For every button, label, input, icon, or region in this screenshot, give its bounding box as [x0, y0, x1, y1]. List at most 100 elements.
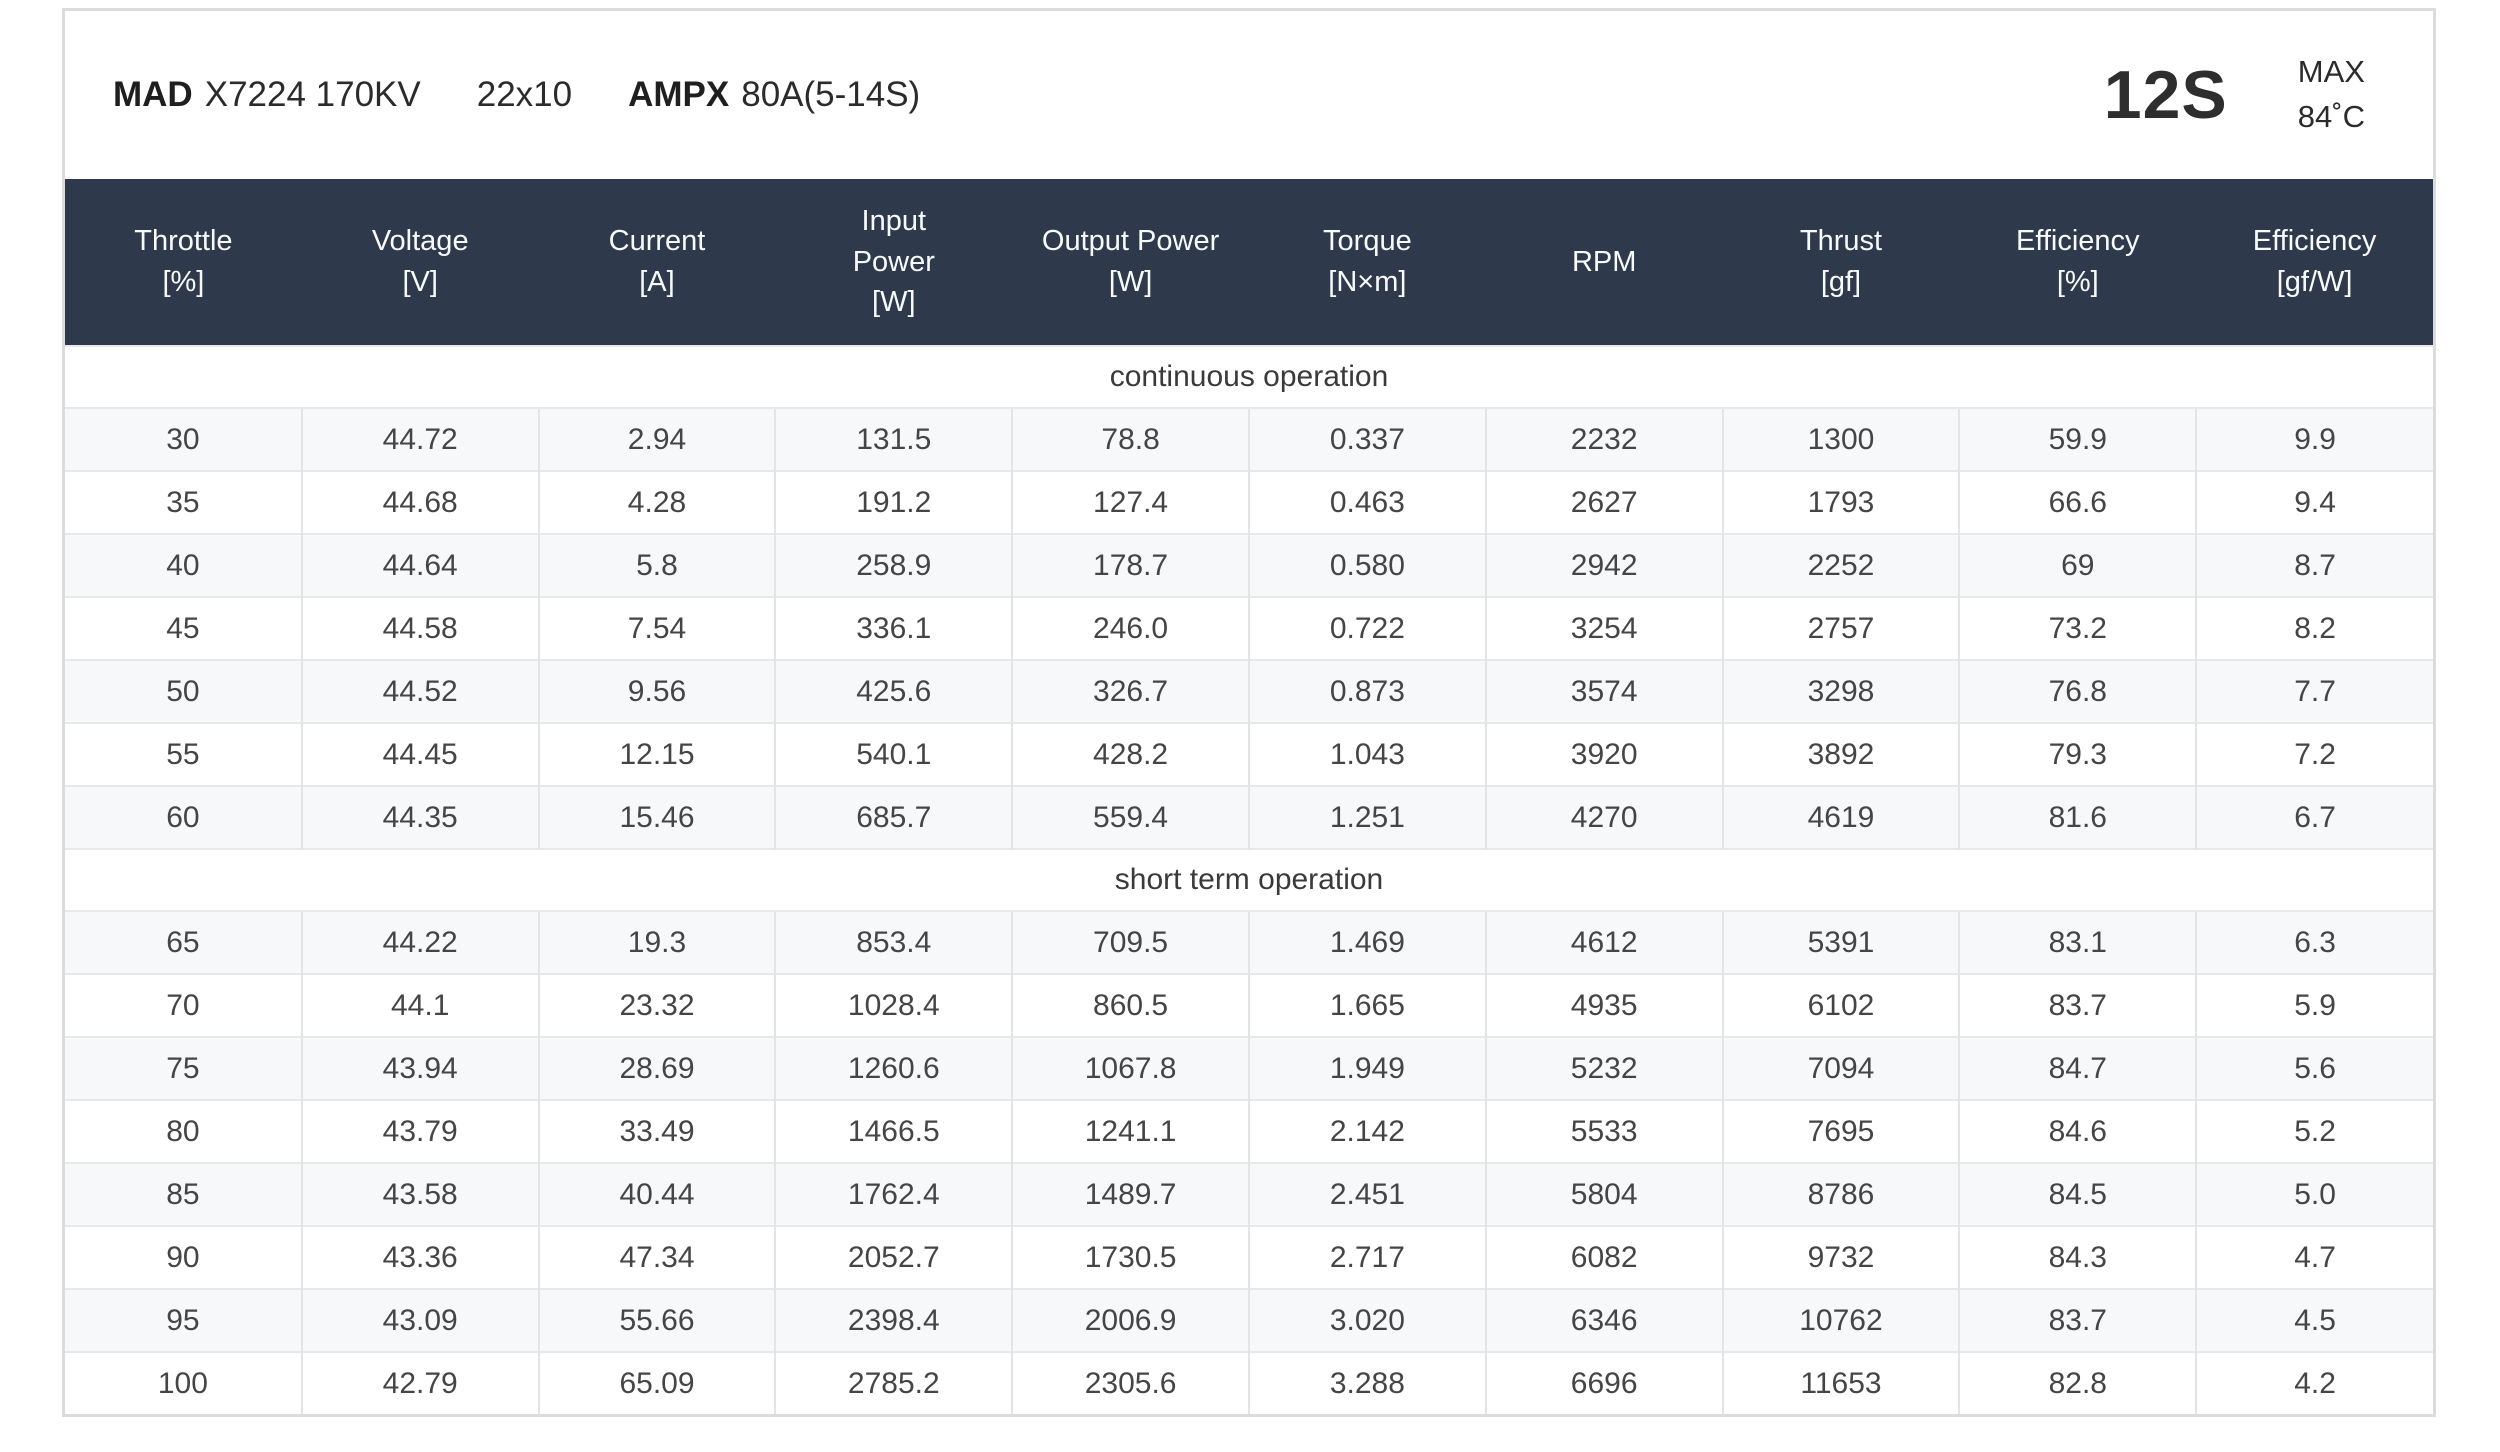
- column-header: Throttle [%]: [65, 179, 302, 346]
- cell: 178.7: [1011, 533, 1249, 597]
- cell: 90: [65, 1225, 302, 1289]
- column-label: Throttle: [134, 225, 233, 258]
- esc-model: 80A(5-14S): [741, 75, 921, 114]
- cell: 1.043: [1247, 722, 1486, 786]
- cell: 69: [1958, 533, 2197, 597]
- cell: 15.46: [537, 785, 776, 849]
- cell: 9.9: [2195, 407, 2433, 471]
- cell: 1.949: [1247, 1036, 1486, 1100]
- propeller-size: 22x10: [476, 75, 573, 114]
- cell: 70: [65, 973, 302, 1037]
- cell: 1300: [1721, 407, 1960, 471]
- cell: 44.22: [300, 910, 539, 974]
- cell: 2398.4: [774, 1288, 1013, 1352]
- table-row: 100 42.79 65.09 2785.2 2305.6 3.288 6696 11653 8…: [65, 1351, 2433, 1414]
- cell: 83.7: [1958, 973, 2197, 1037]
- cell: 3298: [1721, 659, 1960, 723]
- cell: 8.2: [2195, 596, 2433, 660]
- cell: 3.288: [1247, 1351, 1486, 1414]
- cell: 5.9: [2195, 973, 2433, 1037]
- cell: 2.94: [537, 407, 776, 471]
- column-header: Thrust [gf]: [1722, 179, 1960, 346]
- max-temperature: MAX 84˚C: [2298, 50, 2365, 140]
- table-row: 40 44.64 5.8 258.9 178.7 0.580 2942 2252 69 8.7: [65, 533, 2433, 597]
- cell: 44.52: [300, 659, 539, 723]
- cell: 8.7: [2195, 533, 2433, 597]
- cell: 6.3: [2195, 910, 2433, 974]
- cell: 2627: [1484, 470, 1723, 534]
- cell: 5391: [1721, 910, 1960, 974]
- cell: 55: [65, 722, 302, 786]
- cell: 1466.5: [774, 1099, 1013, 1163]
- table-row: 65 44.22 19.3 853.4 709.5 1.469 4612 5391 83.1 6.…: [65, 910, 2433, 974]
- cell: 2.142: [1247, 1099, 1486, 1163]
- cell: 127.4: [1011, 470, 1249, 534]
- column-unit: [W]: [872, 286, 916, 319]
- cell: 2006.9: [1011, 1288, 1249, 1352]
- cell: 709.5: [1011, 910, 1249, 974]
- cell: 45: [65, 596, 302, 660]
- cell: 85: [65, 1162, 302, 1226]
- column-unit: [A]: [639, 266, 675, 298]
- column-header: Efficiency [gf/W]: [2196, 179, 2433, 346]
- cell: 4612: [1484, 910, 1723, 974]
- cell: 853.4: [774, 910, 1013, 974]
- cell: 95: [65, 1288, 302, 1352]
- brand-name: MAD: [113, 75, 193, 114]
- cell: 0.873: [1247, 659, 1486, 723]
- cell: 100: [65, 1351, 302, 1414]
- cell: 81.6: [1958, 785, 2197, 849]
- column-label: Torque: [1323, 225, 1412, 258]
- cell: 59.9: [1958, 407, 2197, 471]
- cell: 1.469: [1247, 910, 1486, 974]
- battery-config: 12S: [2103, 57, 2228, 133]
- column-header: Output Power [W]: [1012, 179, 1249, 346]
- thrust-data-table: Throttle [%] Voltage [V] Current [A] Input Powe…: [65, 179, 2433, 1414]
- cell: 8786: [1721, 1162, 1960, 1226]
- cell: 60: [65, 785, 302, 849]
- cell: 44.58: [300, 596, 539, 660]
- section-row: short term operation: [65, 848, 2433, 911]
- cell: 5804: [1484, 1162, 1723, 1226]
- cell: 65: [65, 910, 302, 974]
- cell: 6.7: [2195, 785, 2433, 849]
- cell: 131.5: [774, 407, 1013, 471]
- column-unit: [gf/W]: [2276, 266, 2353, 298]
- cell: 4270: [1484, 785, 1723, 849]
- column-label: RPM: [1571, 245, 1637, 278]
- cell: 7.2: [2195, 722, 2433, 786]
- cell: 11653: [1721, 1351, 1960, 1414]
- section-row: continuous operation: [65, 345, 2433, 408]
- cell: 0.722: [1247, 596, 1486, 660]
- table-row: 95 43.09 55.66 2398.4 2006.9 3.020 6346 10762 83…: [65, 1288, 2433, 1352]
- cell: 246.0: [1011, 596, 1249, 660]
- cell: 84.7: [1958, 1036, 2197, 1100]
- test-configuration-title: MAD X7224 170KV 22x10 AMPX 80A(5-14S): [113, 75, 920, 115]
- table-row: 60 44.35 15.46 685.7 559.4 1.251 4270 4619 81.6 6…: [65, 785, 2433, 849]
- cell: 5.2: [2195, 1099, 2433, 1163]
- section-label: short term operation: [65, 848, 2433, 911]
- cell: 44.45: [300, 722, 539, 786]
- cell: 9732: [1721, 1225, 1960, 1289]
- table-row: 70 44.1 23.32 1028.4 860.5 1.665 4935 6102 83.7 5…: [65, 973, 2433, 1037]
- cell: 10762: [1721, 1288, 1960, 1352]
- cell: 6346: [1484, 1288, 1723, 1352]
- cell: 9.56: [537, 659, 776, 723]
- cell: 685.7: [774, 785, 1013, 849]
- column-unit: [%]: [162, 266, 205, 298]
- cell: 12.15: [537, 722, 776, 786]
- column-header: Voltage [V]: [301, 179, 539, 346]
- cell: 75: [65, 1036, 302, 1100]
- table-row: 75 43.94 28.69 1260.6 1067.8 1.949 5232 7094 84.…: [65, 1036, 2433, 1100]
- motor-spec-card: MAD X7224 170KV 22x10 AMPX 80A(5-14S) 12S MA…: [62, 8, 2436, 1417]
- column-label: Output Power: [1041, 225, 1220, 258]
- cell: 35: [65, 470, 302, 534]
- cell: 6082: [1484, 1225, 1723, 1289]
- cell: 73.2: [1958, 596, 2197, 660]
- cell: 5.0: [2195, 1162, 2433, 1226]
- cell: 559.4: [1011, 785, 1249, 849]
- cell: 44.35: [300, 785, 539, 849]
- cell: 82.8: [1958, 1351, 2197, 1414]
- cell: 4619: [1721, 785, 1960, 849]
- cell: 43.94: [300, 1036, 539, 1100]
